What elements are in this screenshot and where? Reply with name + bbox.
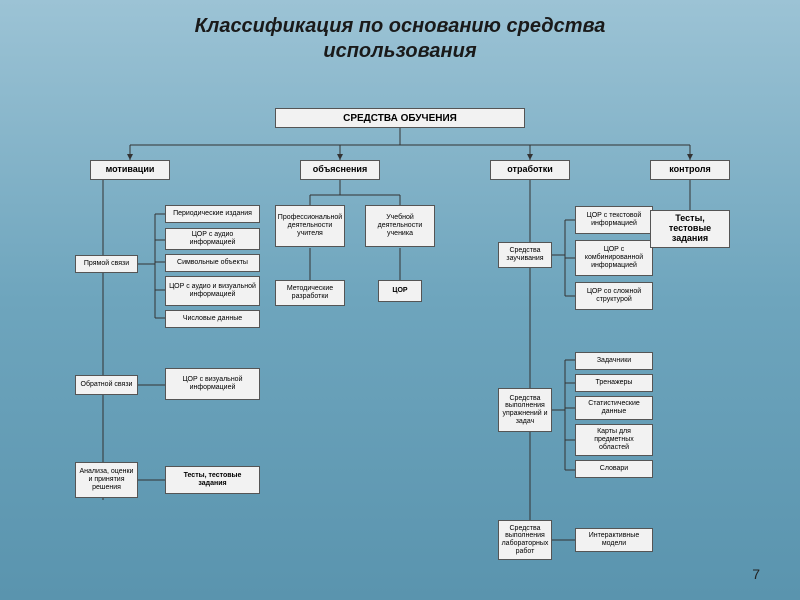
prac-p1a: ЦОР с текстовой информацией <box>575 206 653 234</box>
motiv-d4: ЦОР с аудио и визуальной информацией <box>165 276 260 306</box>
root-box: СРЕДСТВА ОБУЧЕНИЯ <box>275 108 525 128</box>
prac-p2: Средства выполнения упражнений и задач <box>498 388 552 432</box>
page-number: 7 <box>752 566 760 582</box>
exp-e2a: ЦОР <box>378 280 422 302</box>
prac-p1c: ЦОР со сложной структурой <box>575 282 653 310</box>
prac-p2a: Задачники <box>575 352 653 370</box>
prac-p2e: Словари <box>575 460 653 478</box>
cat-control: контроля <box>650 160 730 180</box>
motiv-d5: Числовые данные <box>165 310 260 328</box>
motiv-d2: ЦОР с аудио информацией <box>165 228 260 250</box>
exp-e2: Учебной деятельности ученика <box>365 205 435 247</box>
ctrl-c1: Тесты, тестовые задания <box>650 210 730 248</box>
cat-explain: объяснения <box>300 160 380 180</box>
exp-e1a: Методические разработки <box>275 280 345 306</box>
cat-motivation: мотивации <box>90 160 170 180</box>
cat-practice: отработки <box>490 160 570 180</box>
motiv-direct: Прямой связи <box>75 255 138 273</box>
prac-p2b: Тренажеры <box>575 374 653 392</box>
prac-p1: Средства заучивания <box>498 242 552 268</box>
prac-p2d: Карты для предметных областей <box>575 424 653 456</box>
motiv-analysis: Анализа, оценки и принятия решения <box>75 462 138 498</box>
exp-e1: Профессиональной деятельности учителя <box>275 205 345 247</box>
title-line1: Классификация по основанию средства <box>195 15 606 37</box>
title-line2: использования <box>323 40 476 62</box>
prac-p1b: ЦОР с комбинированной информацией <box>575 240 653 276</box>
motiv-an1: Тесты, тестовые задания <box>165 466 260 494</box>
motiv-feedback: Обратной связи <box>75 375 138 395</box>
motiv-d3: Символьные объекты <box>165 254 260 272</box>
prac-p3a: Интерактивные модели <box>575 528 653 552</box>
motiv-d1: Периодические издания <box>165 205 260 223</box>
prac-p3: Средства выполнения лабораторных работ <box>498 520 552 560</box>
prac-p2c: Статистические данные <box>575 396 653 420</box>
motiv-fb1: ЦОР с визуальной информацией <box>165 368 260 400</box>
